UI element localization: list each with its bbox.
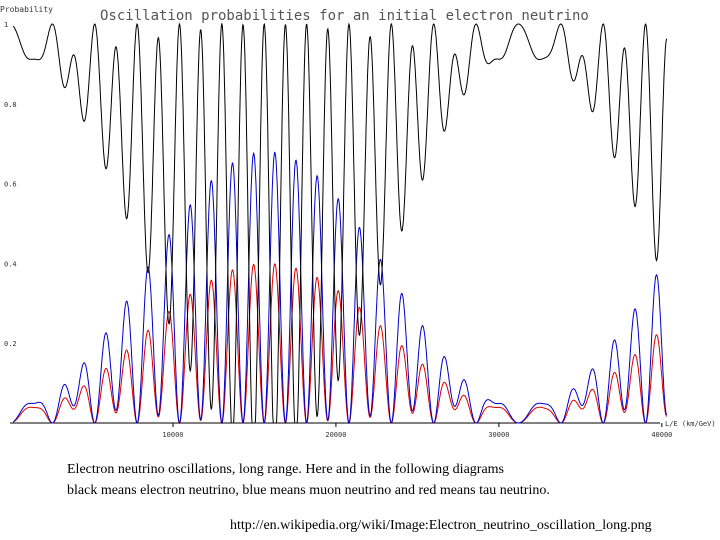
- series-group: [12, 22, 668, 425]
- y-tick-label: 0.6: [4, 181, 17, 189]
- series-line-electron-neutrino: [12, 22, 668, 424]
- x-axis-label: L/E (km/GeV): [665, 420, 716, 428]
- x-tick-label: 20000: [325, 431, 346, 439]
- caption: Electron neutrino oscillations, long ran…: [67, 459, 707, 501]
- oscillation-chart: Oscillation probabilities for an initial…: [0, 5, 716, 439]
- chart-title: Oscillation probabilities for an initial…: [100, 8, 589, 24]
- y-tick-label: 0.4: [4, 260, 17, 268]
- series-line-muon-neutrino: [12, 151, 668, 425]
- y-tick-label: 1: [4, 21, 8, 29]
- series-line-tau-neutrino: [12, 263, 668, 424]
- source-url: http://en.wikipedia.org/wiki/Image:Elect…: [230, 518, 652, 533]
- y-axis-label: Probability: [0, 5, 53, 14]
- x-tick-label: 10000: [162, 431, 183, 439]
- caption-line-1: Electron neutrino oscillations, long ran…: [67, 462, 504, 477]
- y-tick-label: 0.8: [4, 101, 17, 109]
- tick-labels: 10000 20000 30000 40000 0.2 0.4 0.6 0.8 1: [4, 21, 672, 439]
- x-tick-label: 30000: [488, 431, 509, 439]
- caption-line-2: black means electron neutrino, blue mean…: [67, 483, 550, 498]
- x-tick-label: 40000: [651, 431, 672, 439]
- y-tick-label: 0.2: [4, 340, 17, 348]
